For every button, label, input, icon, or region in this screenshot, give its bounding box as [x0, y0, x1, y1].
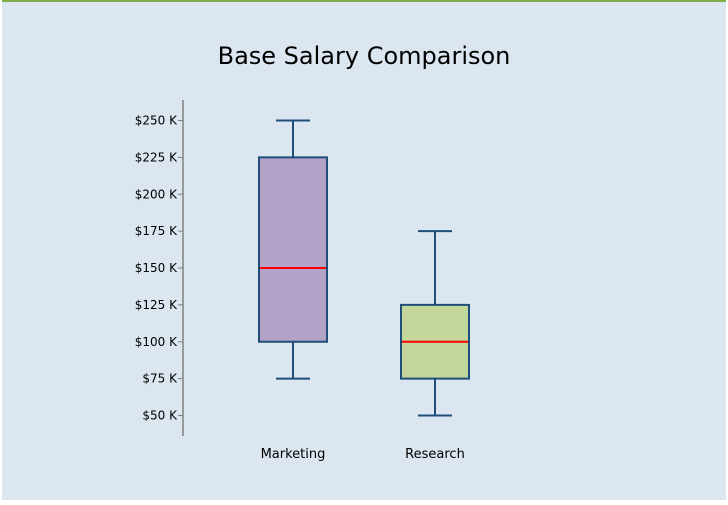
iqr-box [258, 156, 328, 343]
y-tick-label: $150 K [135, 261, 178, 275]
y-tick-label: $175 K [135, 224, 178, 238]
y-tick-label: $250 K [135, 114, 178, 128]
chart-title: Base Salary Comparison [217, 42, 511, 70]
y-tick-label: $225 K [135, 150, 178, 164]
category-label: Marketing [261, 447, 326, 462]
y-tick-label: $50 K [142, 409, 178, 423]
y-tick-label: $125 K [135, 298, 178, 312]
y-tick-label: $100 K [135, 335, 178, 349]
y-tick-label: $200 K [135, 187, 178, 201]
category-label: Research [405, 447, 465, 462]
y-tick-label: $75 K [142, 372, 178, 386]
